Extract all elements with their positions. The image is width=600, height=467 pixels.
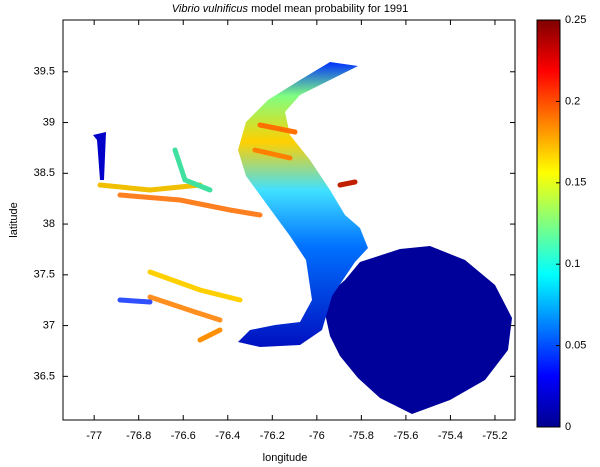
shore-strip <box>93 132 106 180</box>
ocean-region <box>322 246 512 414</box>
x-tick-label: -75.6 <box>393 430 418 442</box>
colorbar-tick-label: 0.05 <box>565 340 586 352</box>
x-tick-label: -77 <box>86 430 102 442</box>
y-tick-label: 39 <box>43 116 55 128</box>
x-axis-label: longitude <box>263 452 308 464</box>
y-tick-label: 36.5 <box>34 370 55 382</box>
colorbar-frame <box>536 19 561 428</box>
colorbar-tick-label: 0.1 <box>565 258 580 270</box>
x-tick-label: -76 <box>309 430 325 442</box>
colorbar-tick-label: 0.15 <box>565 177 586 189</box>
map-regions <box>93 62 512 414</box>
y-axis-label: latitude <box>8 202 20 237</box>
y-tick-label: 38 <box>43 218 55 230</box>
y-tick-label: 39.5 <box>34 66 55 78</box>
axes-box <box>62 19 516 421</box>
chart-title: Vibrio vulnificus model mean probability… <box>172 3 408 15</box>
y-tick-label: 38.5 <box>34 167 55 179</box>
x-tick-label: -76.6 <box>171 430 196 442</box>
x-tick-label: -75.4 <box>438 430 463 442</box>
x-tick-label: -76.2 <box>260 430 285 442</box>
y-tick-label: 37.5 <box>34 269 55 281</box>
bay-region <box>238 62 368 347</box>
colorbar-tick-label: 0.2 <box>565 95 580 107</box>
y-tick-label: 37 <box>43 319 55 331</box>
colorbar-tick-label: 0 <box>565 421 571 433</box>
colorbar-tick-label: 0.25 <box>565 14 586 26</box>
tributaries <box>97 122 358 343</box>
colorbar <box>537 20 560 427</box>
x-tick-label: -75.2 <box>482 430 507 442</box>
x-tick-label: -75.8 <box>349 430 374 442</box>
x-tick-label: -76.8 <box>126 430 151 442</box>
title-text: model mean probability for 1991 <box>251 3 408 15</box>
title-species: Vibrio vulnificus <box>172 3 249 15</box>
x-tick-label: -76.4 <box>215 430 240 442</box>
